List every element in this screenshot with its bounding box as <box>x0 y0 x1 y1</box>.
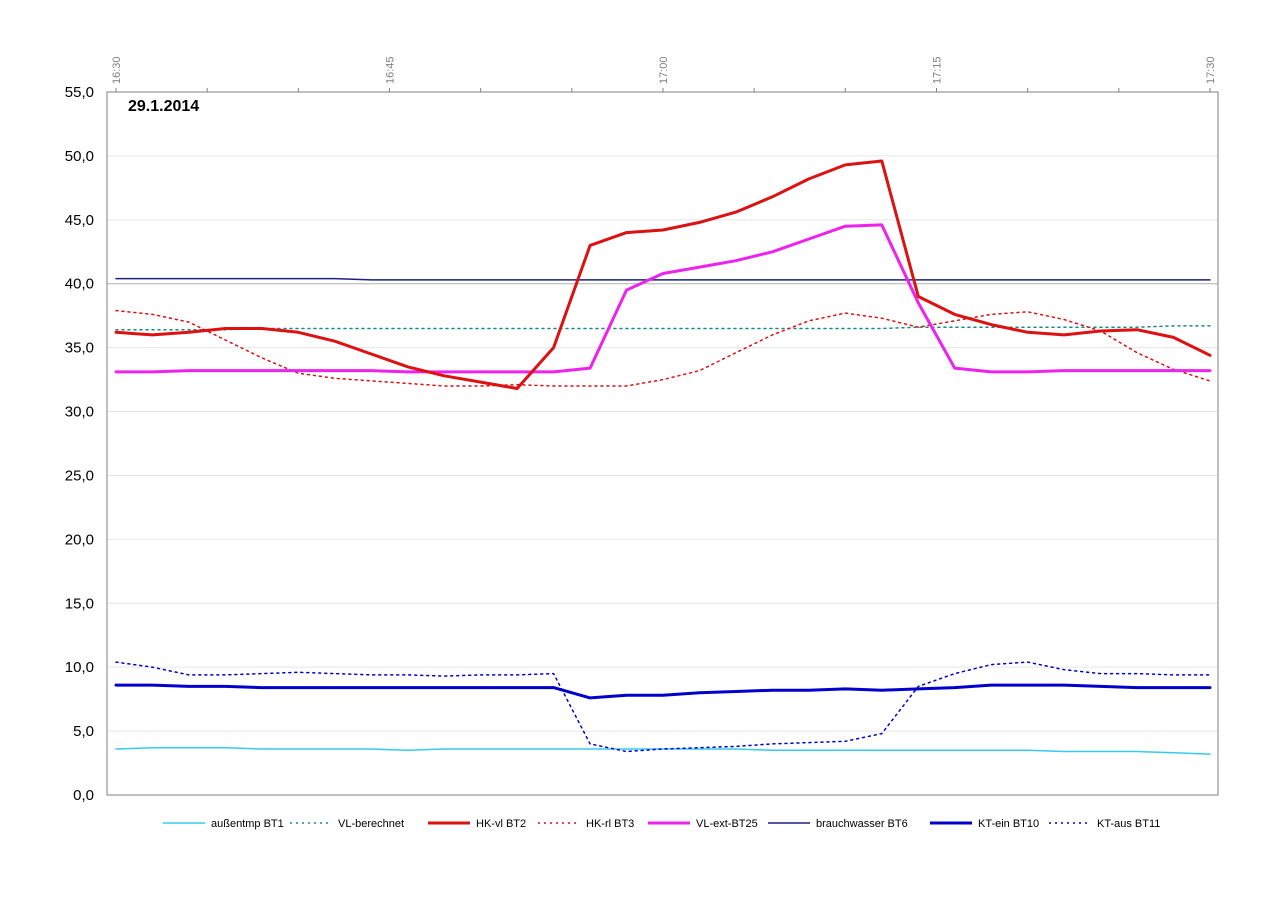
x-tick-label: 16:30 <box>111 56 123 84</box>
series-lines <box>114 159 1212 755</box>
y-tick-label: 40,0 <box>65 276 94 293</box>
date-annotation: 29.1.2014 <box>128 98 199 115</box>
x-tick-label: 17:00 <box>658 56 670 84</box>
x-tick-label: 17:15 <box>932 56 944 84</box>
y-tick-label: 0,0 <box>73 787 94 804</box>
series-line <box>115 277 1211 281</box>
series-line <box>115 746 1211 755</box>
series-line <box>114 223 1212 374</box>
legend-label: brauchwasser BT6 <box>816 818 908 830</box>
legend-label: KT-aus BT11 <box>1097 818 1160 830</box>
x-tick-labels: 16:30 16:45 17:00 17:15 17:30 <box>111 56 1217 84</box>
series-line <box>115 661 1211 753</box>
series-line <box>115 325 1211 331</box>
x-tick-marks <box>115 88 1211 92</box>
legend-label: HK-vl BT2 <box>476 818 526 830</box>
y-tick-label: 35,0 <box>65 340 94 357</box>
y-tick-label: 55,0 <box>65 84 94 101</box>
y-gridlines <box>107 155 1218 732</box>
series-line <box>114 683 1212 700</box>
y-tick-labels: 0,0 5,0 10,0 15,0 20,0 25,0 30,0 35,0 40,0 45,0 50… <box>65 84 94 804</box>
legend-label: KT-ein BT10 <box>978 818 1039 830</box>
series-line <box>115 309 1211 387</box>
x-tick-label: 16:45 <box>385 56 397 84</box>
legend-label: VL-ext-BT25 <box>696 818 758 830</box>
legend-label: außentmp BT1 <box>211 818 284 830</box>
plot-area-frame <box>106 91 1219 796</box>
y-tick-label: 30,0 <box>65 404 94 421</box>
y-tick-label: 5,0 <box>73 723 94 740</box>
legend-label: HK-rl BT3 <box>586 818 634 830</box>
y-tick-label: 10,0 <box>65 659 94 676</box>
legend-label: VL-berechnet <box>338 818 404 830</box>
y-tick-label: 50,0 <box>65 148 94 165</box>
x-tick-label: 17:30 <box>1205 56 1217 84</box>
series-line <box>114 159 1212 390</box>
legend: außentmp BT1 VL-berechnet HK-vl BT2 HK-rl B… <box>163 818 1160 830</box>
y-tick-label: 20,0 <box>65 531 94 548</box>
y-tick-label: 15,0 <box>65 595 94 612</box>
y-tick-label: 45,0 <box>65 212 94 229</box>
y-tick-label: 25,0 <box>65 467 94 484</box>
